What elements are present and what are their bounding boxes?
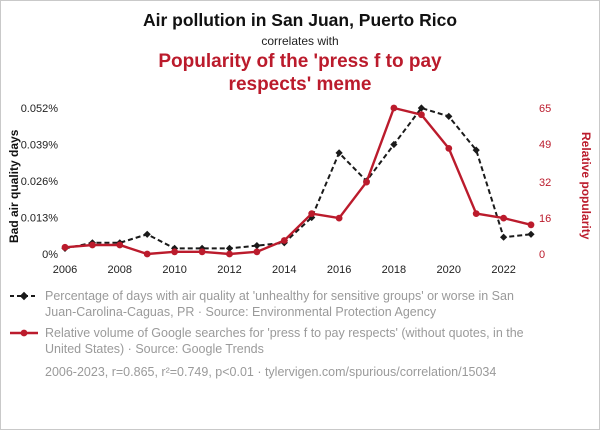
chart-connector-text: correlates with [261, 34, 339, 48]
legend-text-air-quality: Percentage of days with air quality at '… [45, 289, 514, 320]
svg-text:2014: 2014 [272, 264, 296, 276]
legend-text-google-trends: Relative volume of Google searches for '… [45, 326, 524, 357]
correlation-line-chart: 2006 2008 2010 2012 2014 2016 2018 2020 2022 0% 0.… [21, 103, 552, 276]
right-axis-title: Relative popularity [579, 132, 593, 240]
svg-text:2008: 2008 [108, 264, 132, 276]
svg-text:65: 65 [539, 103, 551, 115]
svg-text:0.052%: 0.052% [21, 103, 59, 115]
svg-text:49: 49 [539, 139, 551, 151]
svg-text:0%: 0% [42, 249, 58, 261]
svg-text:2018: 2018 [382, 264, 406, 276]
chart-title-secondary: Popularity of the 'press f to pay respec… [158, 51, 442, 96]
svg-text:2006: 2006 [53, 264, 77, 276]
svg-text:2020: 2020 [437, 264, 461, 276]
svg-text:2010: 2010 [162, 264, 186, 276]
left-axis-title: Bad air quality days [7, 129, 21, 243]
svg-text:16: 16 [539, 213, 551, 225]
legend-item-air-quality: Percentage of days with air quality at '… [9, 288, 585, 320]
svg-text:0.026%: 0.026% [21, 176, 59, 188]
svg-text:0.039%: 0.039% [21, 140, 59, 152]
legend-item-google-trends: Relative volume of Google searches for '… [9, 325, 585, 357]
black-dashed-diamond-marker-icon [10, 292, 38, 301]
chart-legend: Percentage of days with air quality at '… [9, 288, 585, 357]
stats-footer: 2006-2023, r=0.865, r²=0.749, p<0.01 · t… [45, 365, 497, 380]
chart-title: Air pollution in San Juan, Puerto Rico [142, 10, 458, 30]
svg-text:0: 0 [539, 249, 545, 261]
svg-text:2016: 2016 [327, 264, 351, 276]
svg-text:0.013%: 0.013% [21, 213, 59, 225]
red-line-circle-marker-icon [10, 329, 38, 337]
svg-text:32: 32 [539, 177, 551, 189]
svg-text:2022: 2022 [491, 264, 515, 276]
svg-text:2012: 2012 [217, 264, 241, 276]
